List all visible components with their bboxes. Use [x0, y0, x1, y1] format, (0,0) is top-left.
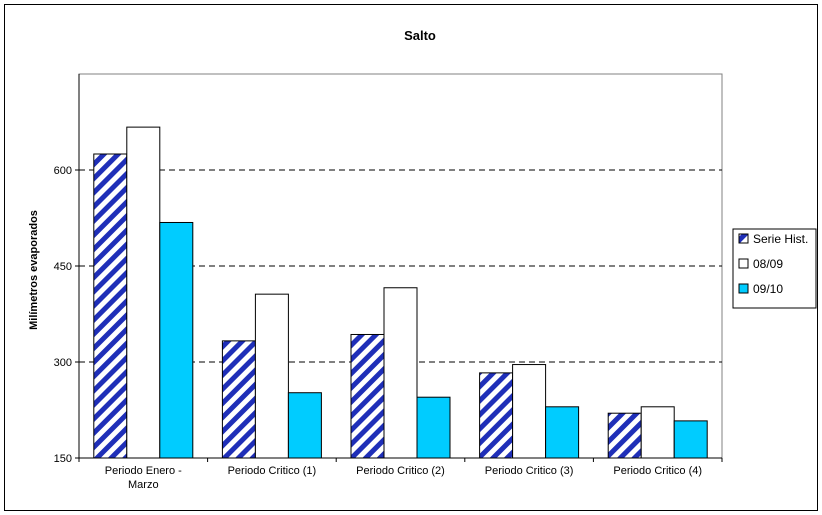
x-tick-label-line: Periodo Critico (2)	[356, 465, 445, 477]
x-tick-label-line: Periodo Enero -	[105, 465, 182, 477]
x-tick-label: Periodo Critico (2)	[356, 465, 445, 477]
bar	[607, 412, 642, 459]
bar	[383, 287, 418, 459]
bar	[673, 420, 708, 459]
bar	[479, 372, 514, 459]
y-tick-label: 450	[54, 261, 72, 273]
x-tick-label: Periodo Critico (3)	[485, 465, 574, 477]
y-tick-label: 600	[54, 165, 72, 177]
x-tick-label: Periodo Enero - Marzo	[105, 465, 182, 491]
bar	[416, 396, 451, 459]
bar	[287, 392, 322, 459]
y-tick-labels: 150 300 450 600	[54, 165, 72, 465]
y-tick-label: 300	[54, 357, 72, 369]
x-tick-label-line: Periodo Critico (1)	[228, 465, 317, 477]
bar	[254, 293, 289, 459]
legend-label: Serie Hist.	[753, 232, 808, 246]
legend-label: 09/10	[753, 282, 783, 296]
legend-label: 08/09	[753, 257, 783, 271]
x-tick-label-line: Marzo	[128, 479, 159, 491]
legend-swatch	[738, 283, 749, 294]
x-tick-labels: Periodo Enero - Marzo Periodo Critico (1) P…	[105, 465, 702, 491]
bar	[512, 364, 547, 459]
bar	[545, 406, 580, 459]
y-tick-label: 150	[54, 453, 72, 465]
legend-swatch	[738, 258, 749, 269]
x-tick-label-line: Periodo Critico (3)	[485, 465, 574, 477]
x-tick-label: Periodo Critico (1)	[228, 465, 317, 477]
bar	[350, 333, 385, 459]
bar	[93, 153, 128, 459]
x-tick-label-line: Periodo Critico (4)	[613, 465, 702, 477]
x-tick-label: Periodo Critico (4)	[613, 465, 702, 477]
bar	[221, 340, 256, 459]
bars	[93, 126, 708, 459]
axes	[75, 74, 723, 462]
legend-swatch	[738, 233, 749, 244]
bar	[126, 126, 161, 459]
chart-title: Salto	[404, 28, 436, 43]
legend: Serie Hist. 08/09 09/10	[732, 228, 817, 309]
y-axis-label: Milímetros evaporados	[28, 210, 40, 330]
bar	[640, 406, 675, 459]
bar	[159, 221, 194, 459]
